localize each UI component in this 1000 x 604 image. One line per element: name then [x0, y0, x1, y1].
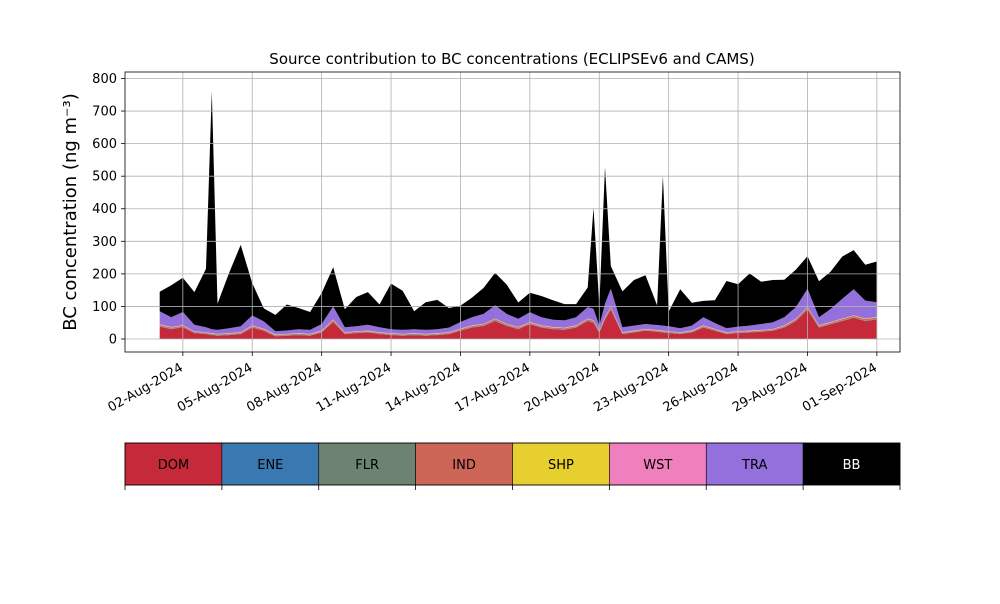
x-tick-label: 20-Aug-2024 [522, 360, 602, 415]
legend-label-ene: ENE [257, 458, 283, 473]
x-tick-label: 17-Aug-2024 [453, 360, 533, 415]
y-axis-label: BC concentration (ng m⁻³) [60, 93, 81, 331]
y-tick-label: 100 [92, 300, 117, 315]
legend-swatch-shp [512, 442, 610, 486]
legend-label-wst: WST [643, 458, 672, 473]
legend-label-flr: FLR [355, 458, 379, 473]
area-tra [159, 288, 877, 335]
area-dom [159, 309, 877, 339]
y-tick-label: 600 [92, 137, 117, 152]
x-tick-label: 01-Sep-2024 [800, 360, 880, 415]
area-bb [159, 91, 877, 332]
chart-title: Source contribution to BC concentrations… [269, 50, 754, 68]
y-tick-label: 400 [92, 202, 117, 217]
x-tick-label: 14-Aug-2024 [383, 360, 463, 415]
legend-swatch-tra [705, 442, 804, 486]
y-tick-label: 800 [92, 72, 117, 87]
legend-swatch-flr [318, 442, 416, 486]
legend-frame [124, 442, 901, 486]
legend-label-dom: DOM [158, 458, 189, 473]
y-tick-label: 300 [92, 235, 117, 250]
x-tick-label: 23-Aug-2024 [591, 360, 671, 415]
x-tick-label: 29-Aug-2024 [730, 360, 810, 415]
legend-label-tra: TRA [741, 458, 767, 473]
x-tick-label: 08-Aug-2024 [244, 360, 324, 415]
legend-label-bb: BB [843, 458, 861, 473]
x-tick-label: 26-Aug-2024 [661, 360, 741, 415]
legend-label-shp: SHP [548, 458, 574, 473]
plot-area: 0 100 200 300 400 500 600 700 800 02-Aug-202405-A… [92, 71, 901, 416]
x-tick-label: 02-Aug-2024 [105, 360, 185, 415]
area-ind [159, 307, 877, 336]
y-tick-label: 200 [92, 267, 117, 282]
legend-swatch-ene [221, 442, 320, 486]
plot-frame [124, 71, 901, 353]
x-tick-label: 05-Aug-2024 [175, 360, 255, 415]
y-tick-label: 0 [109, 332, 117, 347]
x-tick-label: 11-Aug-2024 [314, 360, 394, 415]
y-tick-label: 700 [92, 105, 117, 120]
legend: DOM ENE FLR IND SHP WST TRA BB [124, 442, 901, 490]
y-tick-label: 500 [92, 170, 117, 185]
legend-label-ind: IND [452, 458, 476, 473]
